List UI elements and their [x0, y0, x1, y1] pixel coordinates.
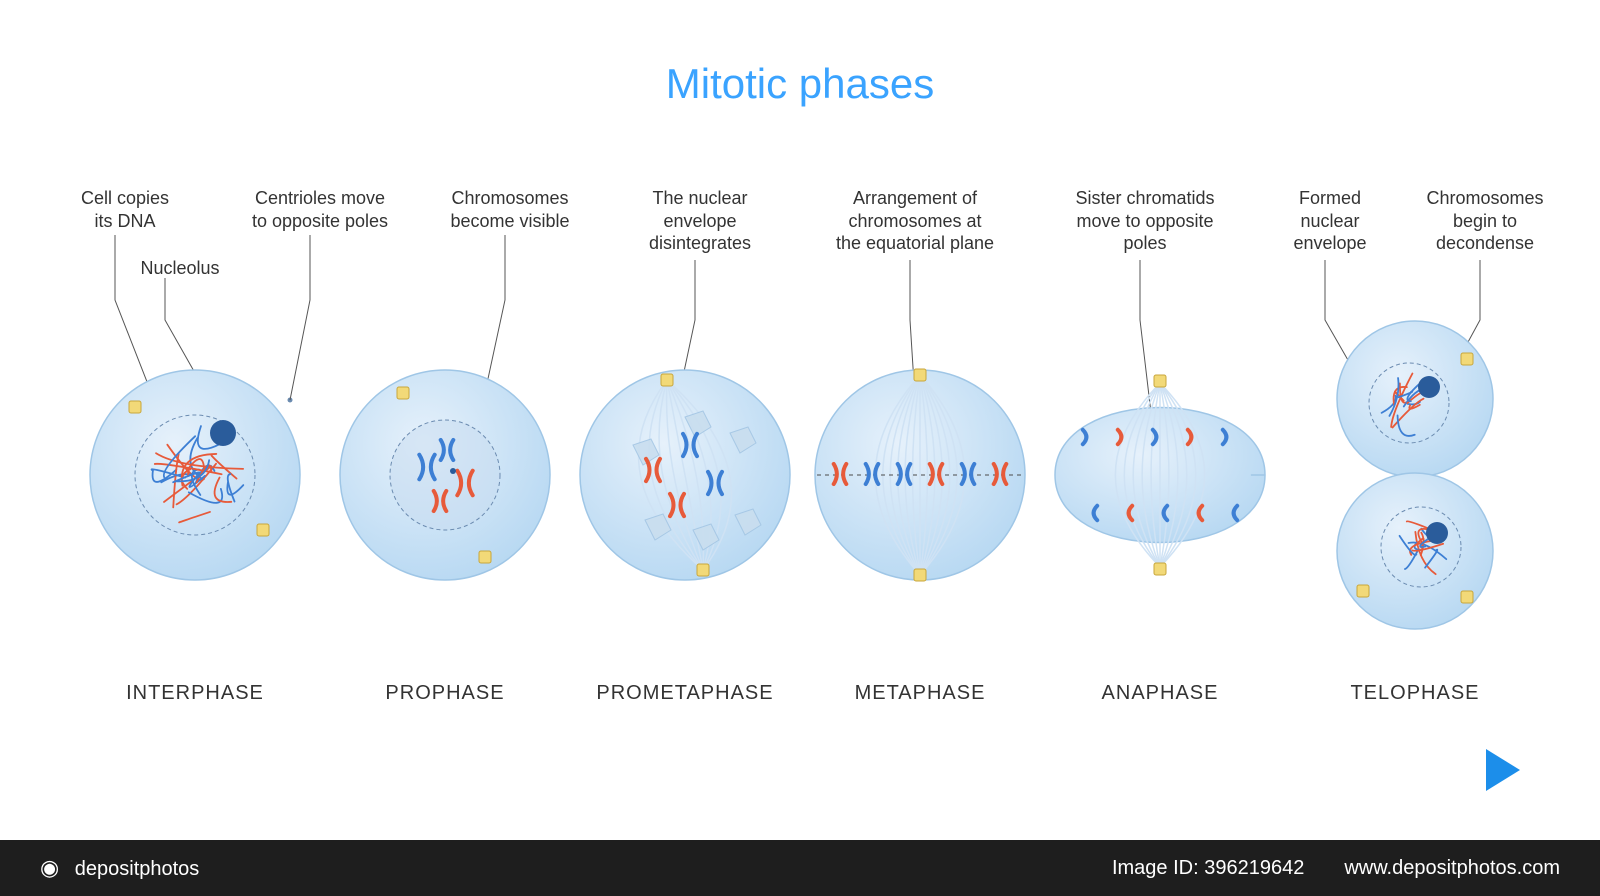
- phase-label-anaphase: ANAPHASE: [1050, 682, 1270, 705]
- phase-label-prometaphase: PROMETAPHASE: [575, 682, 795, 705]
- phase-label-interphase: INTERPHASE: [85, 682, 305, 705]
- camera-icon: ◉: [40, 855, 59, 880]
- phase-label-telophase: TELOPHASE: [1305, 682, 1525, 705]
- footer-image-id: Image ID: 396219642: [1112, 857, 1304, 880]
- phase-label-prophase: PROPHASE: [335, 682, 555, 705]
- cells-svg: [0, 0, 1600, 896]
- footer-site: www.depositphotos.com: [1344, 857, 1560, 880]
- footer-brand: ◉ depositphotos: [40, 855, 199, 881]
- footer-brand-text: depositphotos: [75, 858, 200, 880]
- phase-label-metaphase: METAPHASE: [810, 682, 1030, 705]
- diagram-canvas: Mitotic phases Cell copies its DNA Nucle…: [0, 0, 1600, 896]
- footer-bar: ◉ depositphotos Image ID: 396219642 www.…: [0, 840, 1600, 896]
